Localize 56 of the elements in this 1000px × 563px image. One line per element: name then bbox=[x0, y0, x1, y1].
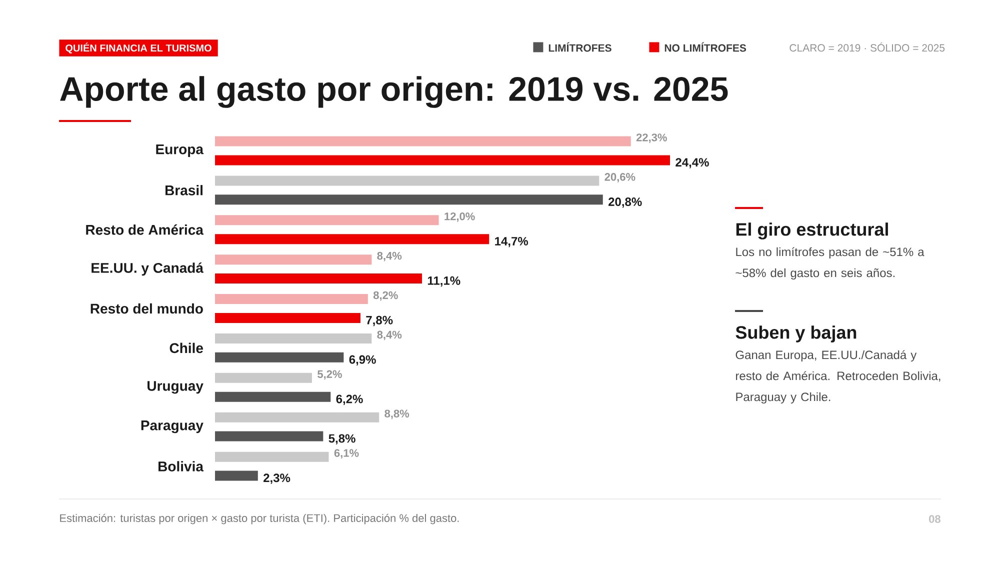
text: NO LIMÍTROFES bbox=[664, 42, 746, 52]
text: Ganan Europa, EE.UU./Canadá y resto de América. Retroceden Bolivia, Paraguay y Chile. bbox=[736, 350, 940, 404]
data-label: 2,3% bbox=[264, 474, 290, 484]
y-tick-label: Europa bbox=[156, 144, 204, 157]
text: CLARO = 2019 · SÓLIDO = 2025 bbox=[790, 42, 945, 52]
bar bbox=[215, 194, 603, 205]
text: El giro estructural bbox=[736, 222, 888, 240]
data-label: 5,8% bbox=[328, 434, 356, 444]
data-label: 20,8% bbox=[608, 198, 642, 208]
bar bbox=[215, 176, 600, 186]
bar bbox=[215, 155, 670, 166]
y-tick-label: Resto del mundo bbox=[90, 303, 203, 314]
data-label: 5,2% bbox=[318, 370, 342, 380]
bar bbox=[215, 294, 368, 304]
data-label: 22,3% bbox=[636, 134, 667, 143]
text: Suben y bajan bbox=[736, 326, 856, 342]
data-label: 8,2% bbox=[373, 291, 398, 301]
data-label: 12,0% bbox=[444, 212, 475, 222]
data-label: 8,8% bbox=[384, 410, 410, 420]
bar bbox=[215, 392, 331, 402]
y-tick-label: EE.UU. y Canadá bbox=[92, 262, 204, 276]
bar bbox=[215, 234, 490, 244]
y-tick-label: Brasil bbox=[166, 185, 202, 196]
data-label: 11,1% bbox=[428, 276, 460, 287]
data-label: 20,6% bbox=[604, 173, 636, 182]
bar bbox=[215, 136, 631, 146]
bar bbox=[215, 312, 360, 323]
text: Los no limítrofes pasan de ~51% a ~58% del gasto en seis años. bbox=[736, 247, 924, 280]
bar bbox=[215, 431, 324, 442]
y-tick-label: Resto de América bbox=[86, 224, 204, 235]
data-label: 8,4% bbox=[377, 330, 402, 340]
text: 08 bbox=[929, 515, 940, 523]
data-label: 6,9% bbox=[349, 355, 376, 366]
bar bbox=[215, 372, 312, 383]
chart-title: Aporte al gasto por origen: 2019 vs. 2025 bbox=[60, 76, 728, 108]
bar bbox=[215, 254, 372, 265]
chart-subtitle: QUIÉN FINANCIA EL TURISMO bbox=[66, 42, 212, 54]
data-label: 7,8% bbox=[366, 316, 393, 326]
bar bbox=[215, 215, 439, 226]
text: LIMÍTROFES bbox=[548, 42, 612, 52]
data-label: 6,2% bbox=[336, 394, 363, 405]
bar bbox=[215, 470, 258, 481]
y-tick-label: Paraguay bbox=[141, 420, 204, 434]
data-label: 24,4% bbox=[676, 158, 709, 168]
text: Estimación: turistas por origen × gasto por turista (ETI). Participación % del gasto. bbox=[60, 514, 459, 524]
y-tick-label: Chile bbox=[170, 342, 203, 354]
bar bbox=[215, 352, 344, 362]
y-tick-label: Uruguay bbox=[148, 381, 204, 394]
bar bbox=[215, 452, 329, 462]
data-label: 14,7% bbox=[495, 236, 528, 248]
data-label: 8,4% bbox=[377, 252, 402, 262]
data-label: 6,1% bbox=[334, 449, 359, 459]
bar bbox=[215, 412, 380, 422]
bar bbox=[215, 333, 372, 344]
y-tick-label: Bolivia bbox=[158, 461, 204, 472]
bar bbox=[215, 274, 422, 284]
